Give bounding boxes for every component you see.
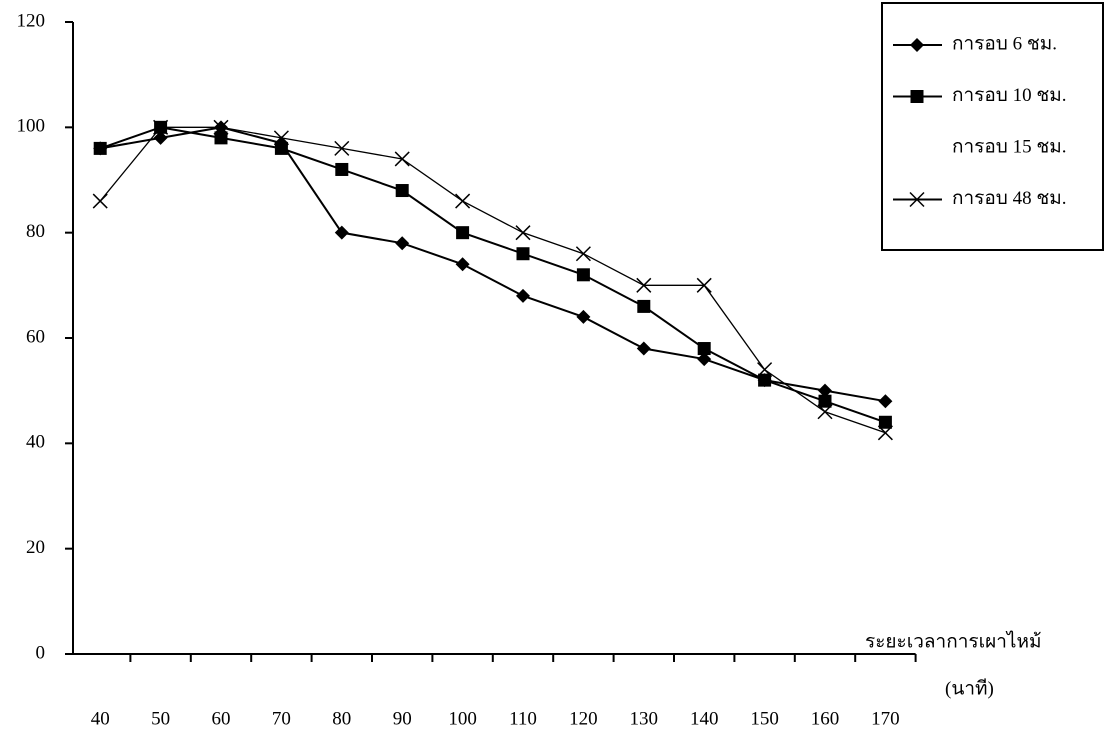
y-tick-label: 60 bbox=[26, 326, 45, 347]
marker bbox=[515, 225, 531, 241]
marker bbox=[878, 415, 892, 429]
x-tick-label: 150 bbox=[750, 708, 779, 729]
marker bbox=[93, 141, 107, 155]
y-tick-label: 80 bbox=[26, 221, 45, 242]
marker bbox=[395, 184, 409, 198]
marker bbox=[697, 352, 712, 367]
marker bbox=[153, 130, 168, 145]
y-tick-label: 20 bbox=[26, 537, 45, 558]
marker bbox=[455, 257, 470, 272]
marker bbox=[757, 362, 773, 378]
y-tick-label: 120 bbox=[17, 10, 46, 31]
x-tick-label: 140 bbox=[690, 708, 719, 729]
legend-label: การอบ 10 ชม. bbox=[952, 85, 1067, 106]
x-tick-label: 50 bbox=[151, 708, 170, 729]
series-line bbox=[100, 126, 886, 403]
y-tick-label: 100 bbox=[17, 116, 46, 137]
marker bbox=[697, 342, 711, 356]
marker bbox=[818, 383, 832, 398]
marker bbox=[575, 246, 591, 262]
marker bbox=[877, 425, 893, 441]
y-tick-label: 0 bbox=[36, 642, 46, 663]
marker bbox=[910, 38, 924, 52]
marker bbox=[92, 193, 108, 209]
x-tick-label: 80 bbox=[332, 708, 351, 729]
x-tick-label: 40 bbox=[91, 708, 110, 729]
legend-label: การอบ 48 ชม. bbox=[952, 188, 1067, 209]
marker bbox=[455, 193, 471, 209]
series-line bbox=[99, 126, 886, 424]
marker bbox=[636, 341, 651, 356]
marker bbox=[758, 373, 772, 387]
marker bbox=[637, 299, 651, 313]
y-tick-label: 40 bbox=[26, 432, 45, 453]
x-axis-unit: (นาที) bbox=[945, 677, 994, 699]
marker bbox=[334, 225, 349, 240]
marker bbox=[214, 131, 228, 145]
marker bbox=[516, 247, 530, 261]
marker bbox=[909, 191, 925, 208]
marker bbox=[213, 119, 229, 135]
marker bbox=[696, 277, 712, 293]
x-tick-label: 90 bbox=[393, 708, 412, 729]
legend-label: การอบ 15 ชม. bbox=[952, 136, 1067, 157]
marker bbox=[334, 140, 350, 156]
marker bbox=[576, 268, 590, 282]
marker bbox=[273, 130, 289, 146]
x-tick-label: 120 bbox=[569, 708, 598, 729]
marker bbox=[910, 90, 924, 103]
x-tick-label: 70 bbox=[272, 708, 291, 729]
x-axis-label: ระยะเวลาการเผาไหม้ bbox=[865, 630, 1042, 652]
marker bbox=[456, 226, 470, 240]
marker bbox=[335, 162, 349, 176]
x-tick-label: 160 bbox=[811, 708, 840, 729]
x-tick-label: 60 bbox=[212, 708, 231, 729]
marker bbox=[516, 288, 530, 303]
marker bbox=[818, 394, 832, 408]
marker bbox=[395, 236, 410, 251]
x-tick-label: 130 bbox=[630, 708, 659, 729]
legend-label: การอบ 6 ชม. bbox=[952, 33, 1057, 54]
marker bbox=[878, 394, 893, 409]
marker bbox=[636, 277, 652, 293]
marker bbox=[153, 119, 169, 135]
marker bbox=[817, 404, 833, 420]
marker bbox=[274, 141, 288, 155]
series-line bbox=[99, 126, 886, 434]
x-tick-label: 170 bbox=[871, 708, 900, 729]
x-tick-label: 110 bbox=[509, 708, 537, 729]
x-tick-label: 100 bbox=[448, 708, 477, 729]
marker bbox=[394, 151, 410, 167]
marker bbox=[576, 309, 591, 324]
